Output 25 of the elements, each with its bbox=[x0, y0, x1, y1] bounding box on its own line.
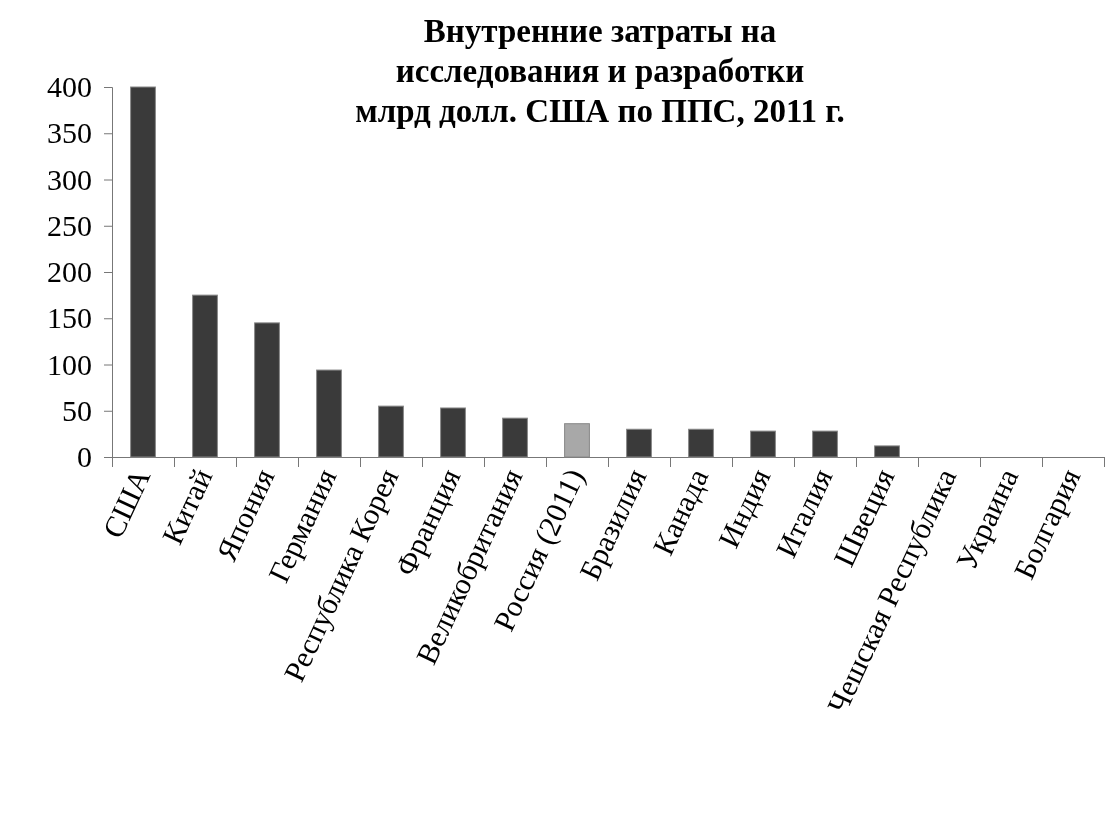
y-tick-label: 350 bbox=[47, 116, 92, 150]
bar bbox=[874, 445, 900, 458]
y-tick-label: 400 bbox=[47, 70, 92, 104]
chart-title: Внутренние затраты на исследования и разработки млрд долл. США по ППС, 2011 г. bbox=[355, 13, 845, 129]
y-tick-label: 300 bbox=[47, 162, 92, 196]
y-tick-label: 150 bbox=[47, 301, 92, 335]
bar bbox=[564, 423, 590, 458]
bar bbox=[688, 428, 714, 458]
bar bbox=[316, 369, 342, 458]
y-tick-label: 250 bbox=[47, 208, 92, 242]
bar bbox=[812, 430, 838, 458]
bar bbox=[192, 294, 218, 458]
y-tick-label: 100 bbox=[47, 347, 92, 381]
x-tick-label: США bbox=[96, 463, 157, 543]
y-tick-label: 200 bbox=[47, 255, 92, 289]
bar bbox=[130, 86, 156, 458]
x-tick-label: Китай bbox=[155, 463, 219, 550]
bar bbox=[254, 322, 280, 458]
y-tick-label: 50 bbox=[62, 393, 92, 427]
bar bbox=[378, 405, 404, 458]
y-tick-label: 0 bbox=[77, 440, 92, 474]
bar bbox=[750, 430, 776, 458]
bar bbox=[626, 428, 652, 458]
bar bbox=[440, 407, 466, 458]
bar bbox=[502, 417, 528, 458]
